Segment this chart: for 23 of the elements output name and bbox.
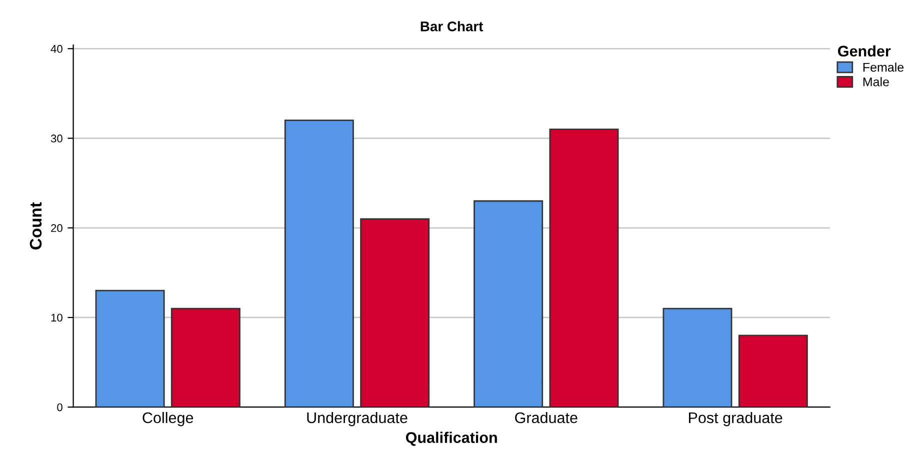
y-tick-label: 20 <box>51 224 62 232</box>
x-tick-label: College <box>142 412 194 426</box>
legend-title: Gender <box>838 45 891 57</box>
bar <box>474 200 544 408</box>
bar <box>662 308 732 408</box>
x-tick-label: Post graduate <box>689 412 782 426</box>
bar <box>95 290 165 408</box>
bar <box>360 218 430 408</box>
y-tick-label: 0 <box>57 403 62 412</box>
y-tick-label: 10 <box>51 314 62 322</box>
chart-title: Bar Chart <box>420 21 484 32</box>
y-tick-label: 30 <box>50 134 62 142</box>
x-axis-title: Qualification <box>406 432 497 446</box>
bar <box>549 128 619 408</box>
legend-label: Male <box>863 77 889 86</box>
y-axis-title: Count <box>30 202 42 250</box>
bar <box>284 120 354 408</box>
bar <box>170 308 240 408</box>
y-tick-label: 40 <box>50 44 62 53</box>
x-tick-label: Graduate <box>515 412 578 424</box>
legend-label: Female <box>863 62 904 72</box>
x-tick-label: Undergraduate <box>307 412 408 426</box>
bar <box>738 334 808 408</box>
